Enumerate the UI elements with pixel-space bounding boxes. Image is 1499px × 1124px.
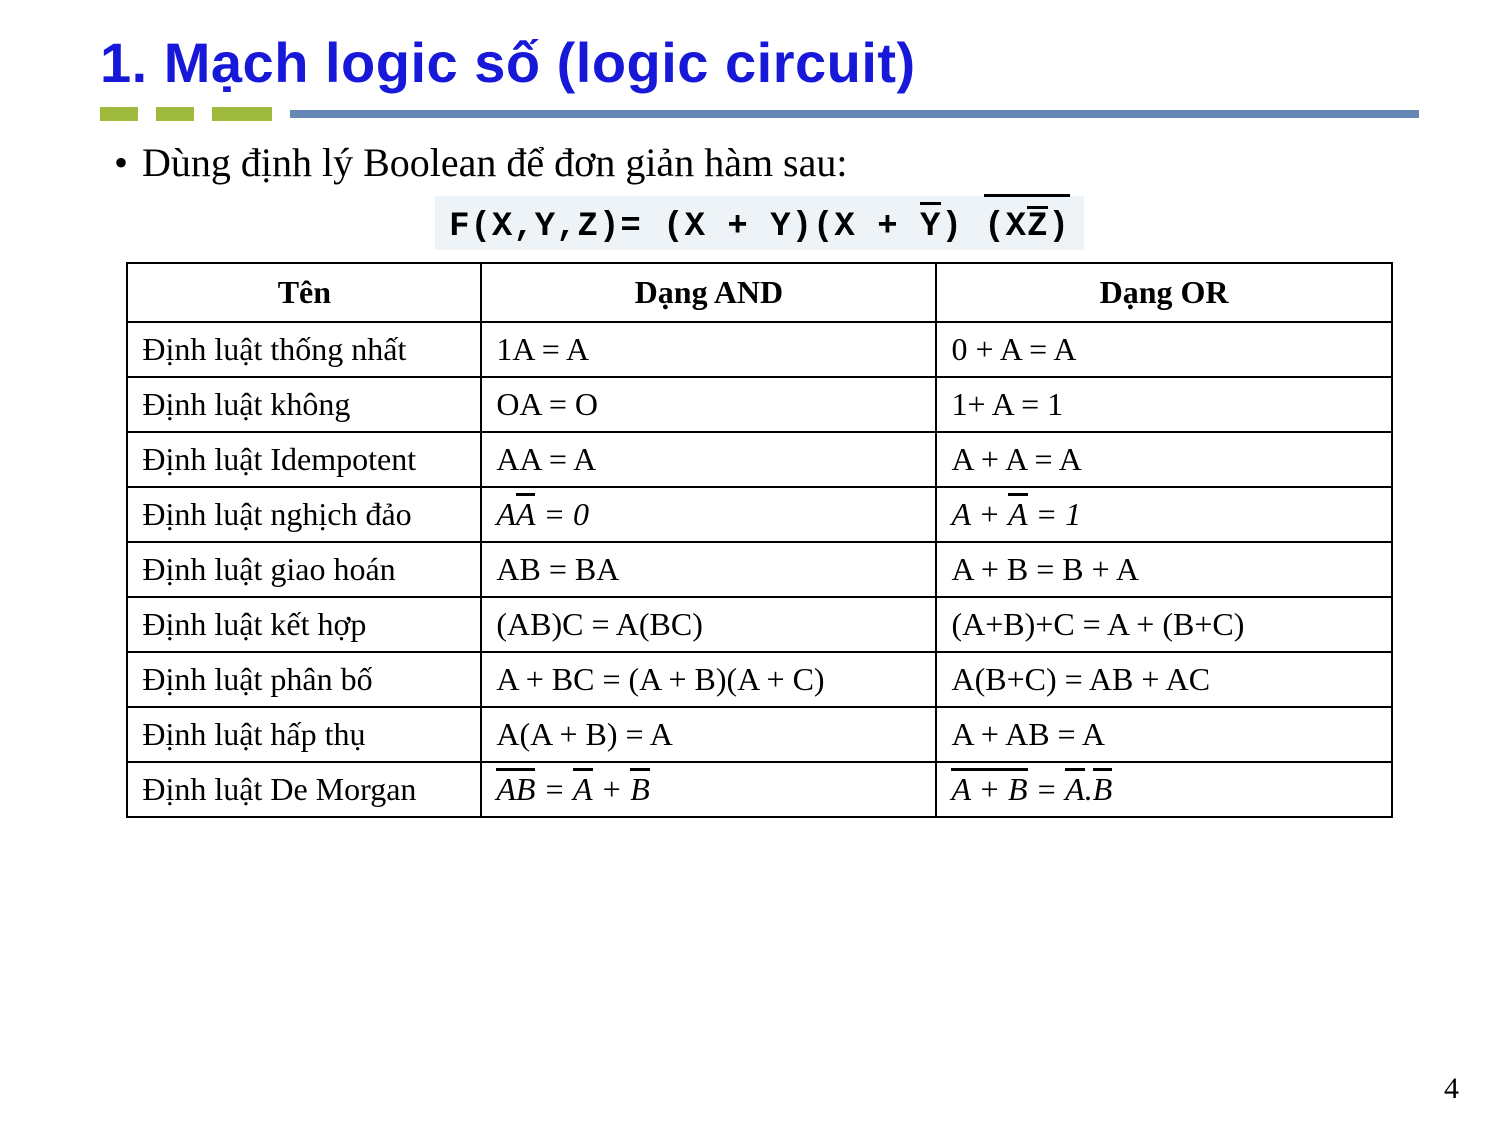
boolean-laws-table: Tên Dạng AND Dạng OR Định luật thống nhấ… xyxy=(126,262,1392,818)
law-and: OA = O xyxy=(481,377,936,432)
law-and: (AB)C = A(BC) xyxy=(481,597,936,652)
law-or: A + AB = A xyxy=(936,707,1391,762)
law-and: A + BC = (A + B)(A + C) xyxy=(481,652,936,707)
accent-line xyxy=(290,110,1419,118)
law-and: AA = 0 xyxy=(481,487,936,542)
law-and: AA = A xyxy=(481,432,936,487)
law-or: A + B = A.B xyxy=(936,762,1391,817)
bullet-text: •Dùng định lý Boolean để đơn giản hàm sa… xyxy=(114,139,1419,186)
col-header-or: Dạng OR xyxy=(936,263,1391,322)
table-row: Định luật nghịch đảoAA = 0A + A = 1 xyxy=(127,487,1391,542)
law-name: Định luật Idempotent xyxy=(127,432,481,487)
table-row: Định luật khôngOA = O1+ A = 1 xyxy=(127,377,1391,432)
formula-term3-close: ) xyxy=(1048,208,1069,246)
formula-term1: (X + Y) xyxy=(663,208,813,246)
law-or: (A+B)+C = A + (B+C) xyxy=(936,597,1391,652)
bullet-content: Dùng định lý Boolean để đơn giản hàm sau… xyxy=(142,140,848,185)
law-or: A + A = 1 xyxy=(936,487,1391,542)
col-header-name: Tên xyxy=(127,263,481,322)
table-header-row: Tên Dạng AND Dạng OR xyxy=(127,263,1391,322)
formula-term3-open: ( xyxy=(984,208,1005,246)
law-name: Định luật không xyxy=(127,377,481,432)
formula: F(X,Y,Z)= (X + Y)(X + Y) (XZ) xyxy=(435,196,1084,250)
law-or: A(B+C) = AB + AC xyxy=(936,652,1391,707)
formula-term2-close: ) xyxy=(941,208,962,246)
formula-lhs: F(X,Y,Z)= xyxy=(449,208,663,246)
formula-term2-open: (X + xyxy=(813,208,920,246)
page-number: 4 xyxy=(1444,1072,1459,1106)
law-name: Định luật nghịch đảo xyxy=(127,487,481,542)
law-or: 0 + A = A xyxy=(936,322,1391,377)
table-row: Định luật hấp thụA(A + B) = AA + AB = A xyxy=(127,707,1391,762)
formula-zbar: Z xyxy=(1027,208,1048,246)
law-and: AB = A + B xyxy=(481,762,936,817)
law-name: Định luật kết hợp xyxy=(127,597,481,652)
law-name: Định luật De Morgan xyxy=(127,762,481,817)
law-name: Định luật phân bố xyxy=(127,652,481,707)
law-and: AB = BA xyxy=(481,542,936,597)
formula-ybar: Y xyxy=(920,208,941,246)
table-row: Định luật De MorganAB = A + BA + B = A.B xyxy=(127,762,1391,817)
slide-title: 1. Mạch logic số (logic circuit) xyxy=(100,30,1419,95)
law-and: 1A = A xyxy=(481,322,936,377)
bullet-icon: • xyxy=(114,139,142,186)
law-or: A + A = A xyxy=(936,432,1391,487)
law-or: A + B = B + A xyxy=(936,542,1391,597)
law-name: Định luật giao hoán xyxy=(127,542,481,597)
accent-square xyxy=(100,107,138,121)
law-or: 1+ A = 1 xyxy=(936,377,1391,432)
accent-square xyxy=(212,107,272,121)
table-row: Định luật thống nhất1A = A0 + A = A xyxy=(127,322,1391,377)
formula-container: F(X,Y,Z)= (X + Y)(X + Y) (XZ) xyxy=(100,196,1419,250)
law-name: Định luật thống nhất xyxy=(127,322,481,377)
law-name: Định luật hấp thụ xyxy=(127,707,481,762)
table-row: Định luật giao hoánAB = BAA + B = B + A xyxy=(127,542,1391,597)
table-row: Định luật IdempotentAA = AA + A = A xyxy=(127,432,1391,487)
law-and: A(A + B) = A xyxy=(481,707,936,762)
accent-square xyxy=(156,107,194,121)
table-row: Định luật kết hợp(AB)C = A(BC)(A+B)+C = … xyxy=(127,597,1391,652)
formula-term3-x: X xyxy=(1006,208,1027,246)
title-divider xyxy=(100,107,1419,121)
table-row: Định luật phân bốA + BC = (A + B)(A + C)… xyxy=(127,652,1391,707)
col-header-and: Dạng AND xyxy=(481,263,936,322)
formula-term3-outerbar: (XZ) xyxy=(984,202,1070,246)
